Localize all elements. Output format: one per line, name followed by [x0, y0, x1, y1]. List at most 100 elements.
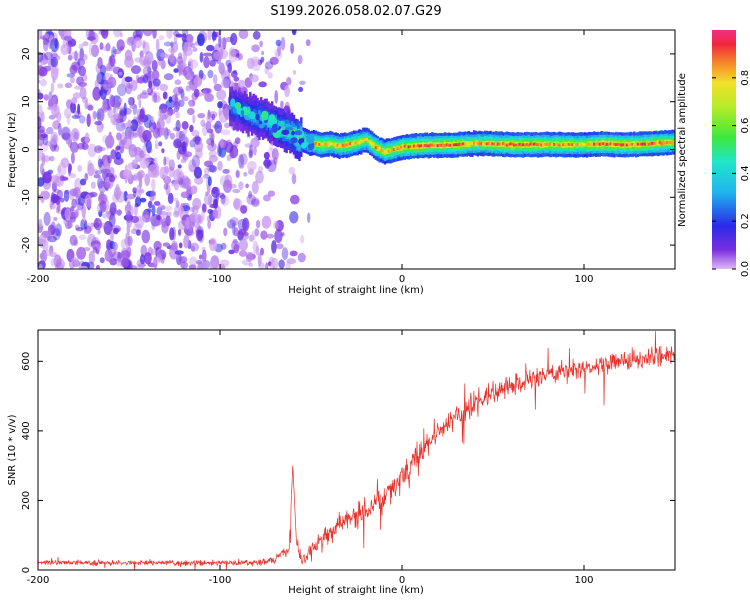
ridge-cell [498, 142, 501, 146]
noise-speckle [116, 209, 122, 216]
noise-speckle [44, 33, 50, 39]
ridge-cell [407, 145, 410, 149]
noise-speckle [289, 250, 298, 257]
y-tick-label: -10 [21, 189, 32, 205]
noise-speckle [248, 262, 254, 267]
ridge-cell [598, 142, 601, 146]
noise-speckle [202, 52, 213, 57]
noise-speckle [280, 100, 284, 109]
noise-speckle [87, 104, 94, 111]
noise-speckle [187, 61, 192, 66]
ridge-cell [432, 143, 436, 147]
y-tick-label: 600 [21, 352, 32, 371]
noise-speckle [178, 256, 188, 263]
noise-speckle [120, 238, 127, 250]
noise-speckle [125, 210, 132, 223]
noise-speckle [148, 80, 153, 89]
noise-speckle [194, 176, 204, 185]
noise-speckle [191, 84, 197, 90]
noise-speckle [195, 229, 204, 234]
noise-speckle [136, 171, 143, 181]
noise-speckle [78, 53, 88, 62]
noise-speckle [92, 246, 98, 253]
noise-speckle [119, 109, 125, 120]
ridge-blob [240, 110, 245, 115]
noise-speckle [169, 227, 175, 241]
noise-speckle [173, 100, 180, 113]
noise-speckle [39, 79, 47, 87]
ridge-cell [278, 128, 281, 133]
noise-speckle [255, 219, 261, 229]
ridge-cell [440, 143, 443, 147]
ridge-cell [434, 143, 438, 147]
noise-speckle [188, 164, 195, 172]
noise-speckle [211, 186, 220, 198]
noise-speckle [142, 66, 151, 76]
noise-speckle [68, 163, 72, 172]
noise-speckle [206, 44, 215, 52]
noise-speckle [280, 36, 286, 51]
ridge-cell [345, 143, 348, 147]
noise-speckle [57, 83, 64, 89]
noise-speckle [205, 191, 209, 196]
ridge-cell [658, 141, 661, 144]
ridge-cell [480, 142, 483, 146]
ridge-cell [645, 142, 649, 146]
noise-speckle [297, 252, 306, 263]
ridge-blob [277, 120, 286, 127]
noise-speckle [207, 142, 217, 152]
noise-speckle [153, 127, 160, 139]
noise-speckle [70, 128, 80, 142]
noise-speckle [217, 101, 223, 109]
ridge-cell [418, 144, 421, 148]
noise-speckle [143, 56, 152, 67]
noise-speckle [152, 30, 157, 39]
y-tick-label: -20 [21, 237, 32, 253]
ridge-cell [391, 149, 394, 152]
ridge-cell [596, 142, 600, 145]
ridge-cell [531, 143, 534, 146]
noise-speckle [169, 132, 175, 140]
noise-speckle [284, 84, 290, 98]
ridge-cell [523, 143, 527, 147]
noise-speckle [68, 173, 77, 179]
noise-speckle [152, 78, 161, 87]
noise-speckle [153, 157, 158, 167]
ridge-cell [527, 143, 530, 147]
ridge-cell [482, 142, 485, 146]
noise-speckle [100, 168, 111, 174]
noise-speckle [203, 87, 212, 96]
noise-speckle [168, 108, 176, 115]
noise-speckle [154, 143, 159, 150]
colorbar-tick-label: 0.0 [740, 261, 750, 277]
noise-speckle [221, 78, 230, 89]
noise-speckle [208, 155, 218, 163]
noise-speckle [289, 211, 299, 224]
noise-speckle [89, 30, 94, 42]
noise-speckle [151, 204, 156, 217]
noise-speckle [148, 157, 154, 166]
noise-speckle [209, 59, 216, 67]
noise-speckle [275, 39, 282, 46]
noise-speckle [78, 115, 86, 124]
noise-speckle [97, 177, 104, 189]
noise-speckle [98, 107, 104, 121]
noise-speckle [185, 216, 190, 230]
noise-speckle [170, 47, 175, 57]
ridge-cell [578, 143, 581, 146]
noise-speckle [84, 172, 89, 181]
noise-speckle [102, 97, 107, 111]
noise-speckle [92, 86, 101, 101]
noise-speckle [243, 171, 248, 177]
noise-speckle [212, 208, 219, 219]
noise-speckle [38, 219, 43, 227]
noise-speckle [139, 254, 146, 265]
noise-speckle [178, 242, 183, 249]
x-tick-label: 100 [574, 575, 593, 586]
noise-speckle [42, 135, 49, 146]
noise-speckle [86, 261, 95, 269]
noise-speckle [226, 219, 237, 229]
noise-speckle [174, 79, 182, 85]
ridge-cell [624, 143, 627, 147]
noise-speckle [66, 114, 71, 125]
